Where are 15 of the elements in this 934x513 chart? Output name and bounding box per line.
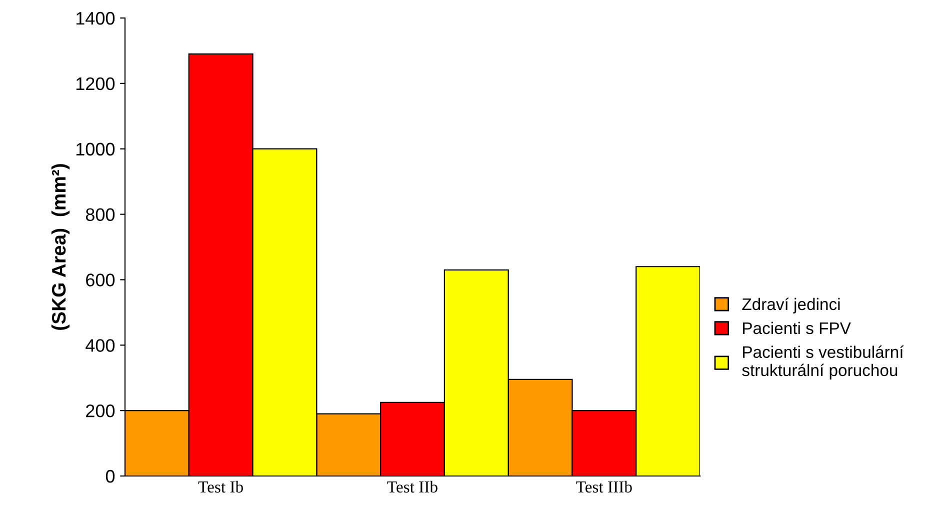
y-tick-label: 400: [86, 339, 115, 352]
legend-label: Pacienti s vestibulární strukturální poruchou: [742, 346, 904, 380]
legend-label: Zdraví jedinci: [742, 298, 840, 314]
x-tick-label: Test Ib: [198, 480, 243, 493]
y-tick-label: 1200: [76, 77, 115, 90]
x-tick-label: Test IIIb: [576, 480, 632, 493]
y-tick-label: 1000: [76, 142, 115, 156]
y-tick-label: 1400: [76, 12, 115, 25]
y-axis-title: (SKG Area) (mm²): [51, 164, 70, 330]
y-tick-label: 800: [86, 208, 115, 222]
y-tick-label: 200: [86, 404, 115, 418]
x-tick-label: Test IIb: [387, 480, 438, 493]
y-tick-label: 600: [86, 274, 115, 286]
y-tick-label: 0: [106, 470, 115, 483]
legend-label: Pacienti s FPV: [743, 322, 851, 334]
